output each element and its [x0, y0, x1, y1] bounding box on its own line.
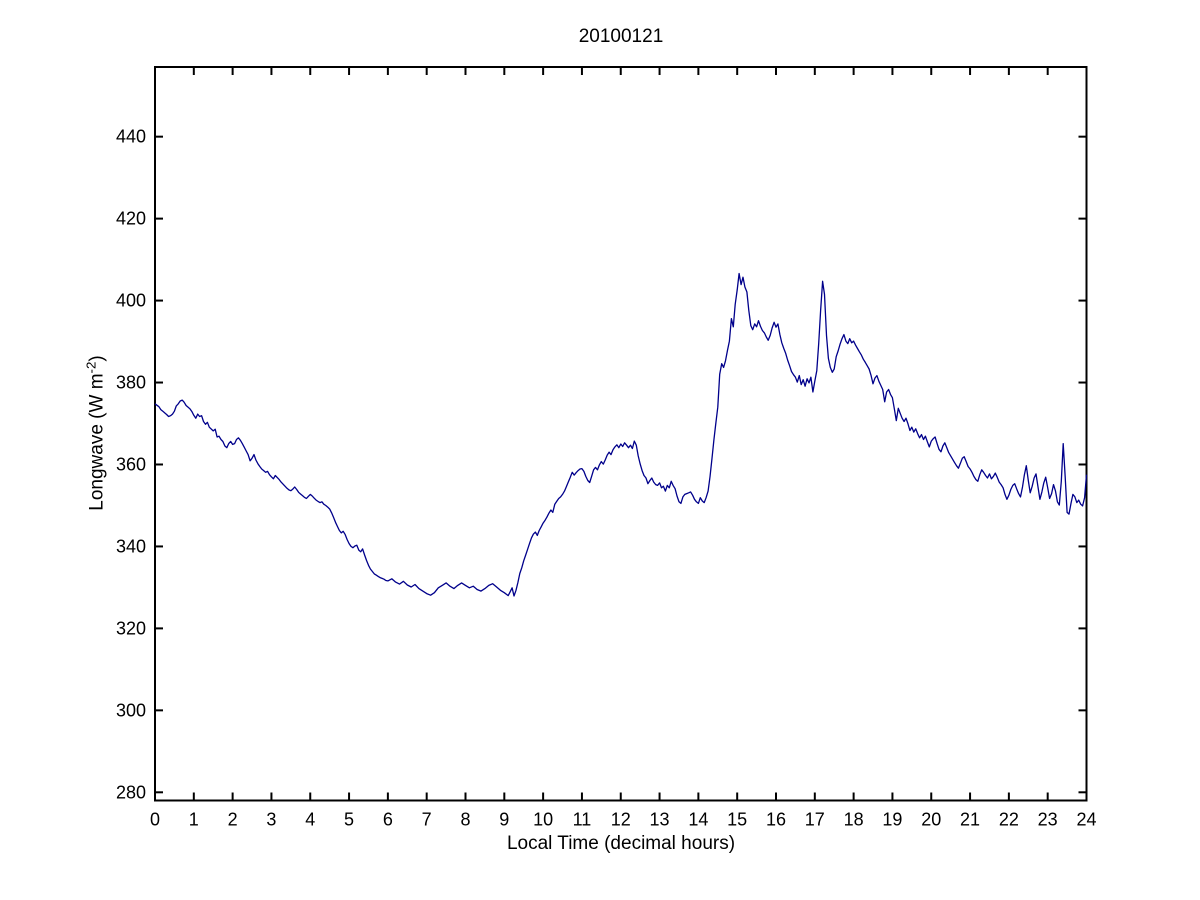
y-tick-label: 420: [116, 209, 146, 229]
x-tick-label: 8: [460, 810, 470, 830]
x-tick-label: 1: [189, 810, 199, 830]
x-tick-label: 18: [844, 810, 864, 830]
data-line: [154, 272, 1088, 597]
y-axis-label: Longwave (W m-2): [83, 355, 108, 510]
x-tick-label: 3: [266, 810, 276, 830]
x-tick-label: 20: [921, 810, 941, 830]
y-tick-label: 360: [116, 454, 146, 474]
x-tick-label: 14: [688, 810, 708, 830]
chart-title: 20100121: [578, 26, 664, 47]
y-axis-label-prefix: Longwave (W m: [86, 373, 108, 511]
x-tick-label: 21: [960, 810, 980, 830]
x-tick-label: 6: [383, 810, 393, 830]
x-tick-label: 13: [650, 810, 670, 830]
x-tick-label: 19: [882, 810, 902, 830]
x-tick-label: 5: [344, 810, 354, 830]
x-tick-label: 17: [805, 810, 825, 830]
x-tick-label: 11: [573, 810, 592, 830]
x-tick-label: 4: [305, 810, 315, 830]
x-axis-label: Local Time (decimal hours): [506, 833, 736, 854]
x-tick-label: 0: [150, 810, 160, 830]
axes-box: [154, 66, 1088, 802]
x-tick-label: 16: [766, 810, 786, 830]
x-tick-label: 24: [1076, 810, 1096, 830]
x-tick-label: 15: [727, 810, 747, 830]
y-tick-label: 320: [116, 618, 146, 638]
y-tick-label: 380: [116, 373, 146, 393]
y-tick-label: 280: [116, 782, 146, 802]
y-tick-label: 400: [116, 291, 146, 311]
y-tick-label: 340: [116, 536, 146, 556]
y-tick-label: 440: [116, 127, 146, 147]
x-tick-label: 7: [422, 810, 432, 830]
y-axis-label-superscript: -2: [83, 361, 99, 374]
x-tick-label: 9: [499, 810, 509, 830]
x-tick-label: 23: [1038, 810, 1058, 830]
x-tick-label: 22: [999, 810, 1019, 830]
x-tick-label: 12: [611, 810, 631, 830]
x-tick-label: 2: [228, 810, 238, 830]
y-axis-label-suffix: ): [86, 355, 108, 362]
x-tick-label: 10: [533, 810, 553, 830]
y-tick-label: 300: [116, 700, 146, 720]
